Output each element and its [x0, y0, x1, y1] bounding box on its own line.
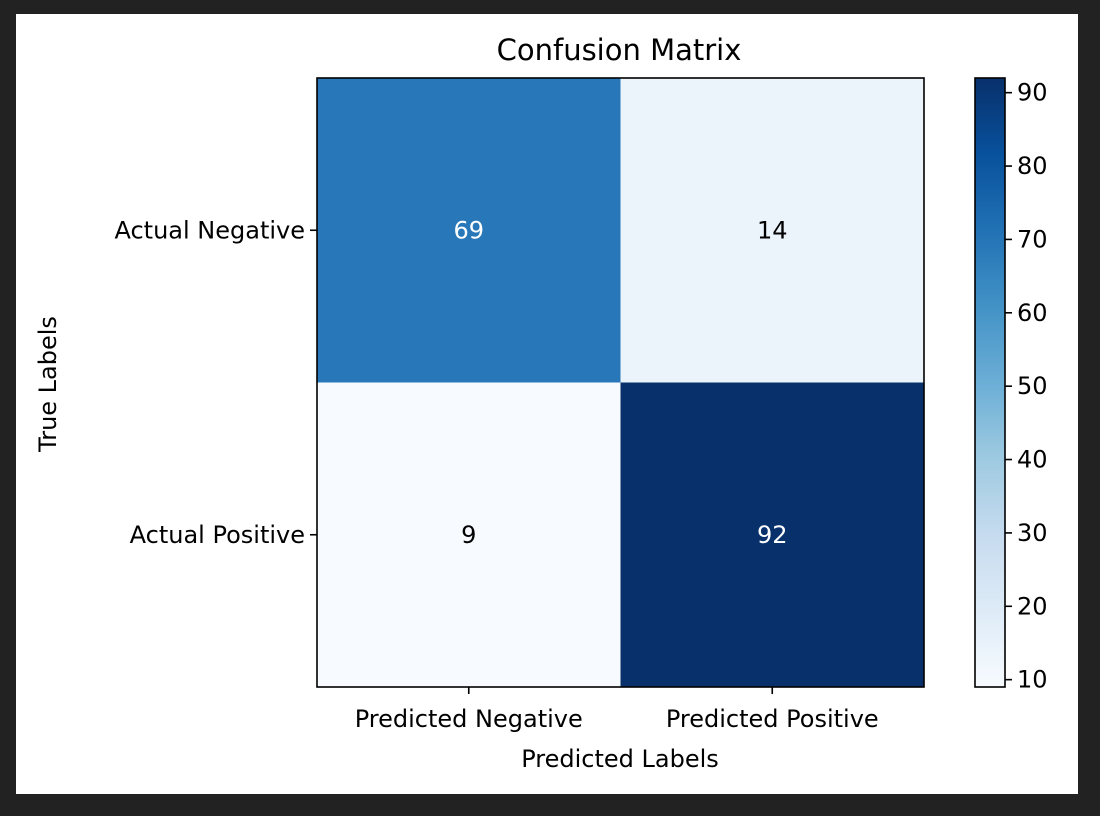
- x-axis-ticks: Predicted Negative Predicted Positive: [355, 687, 879, 733]
- colorbar: 10 20 30 40 50 60 70 80 90: [974, 77, 1048, 694]
- heatmap-cell: [620, 78, 925, 383]
- plot-frame: [316, 77, 925, 688]
- colorbar-ticks: 10 20 30 40 50 60 70 80 90: [1005, 79, 1048, 694]
- figure: Confusion Matrix 69 14 9 92 Actual Negative…: [16, 14, 1078, 794]
- colorbar-tick-label: 60: [1017, 299, 1048, 327]
- cell-value-label: 92: [757, 521, 788, 549]
- colorbar-gradient: [974, 77, 1006, 688]
- colorbar-tick-label: 70: [1017, 225, 1048, 253]
- colorbar-tick-label: 50: [1017, 372, 1048, 400]
- x-tick-label: Predicted Positive: [666, 705, 879, 733]
- heatmap-cell: [317, 78, 621, 383]
- colorbar-tick-label: 90: [1017, 79, 1048, 107]
- cell-value-label: 14: [757, 216, 788, 244]
- cell-value-label: 9: [461, 521, 476, 549]
- heatmap-cell: [620, 382, 925, 688]
- y-axis-ticks: Actual Negative Actual Positive: [114, 216, 317, 549]
- colorbar-tick-label: 80: [1017, 152, 1048, 180]
- y-axis-label: True Labels: [34, 316, 62, 453]
- x-tick-label: Predicted Negative: [355, 705, 583, 733]
- y-tick-label: Actual Negative: [114, 216, 305, 244]
- heatmap-cells: 69 14 9 92: [317, 78, 925, 688]
- y-tick-label: Actual Positive: [130, 521, 305, 549]
- x-axis-label: Predicted Labels: [521, 745, 719, 773]
- colorbar-tick-label: 10: [1017, 666, 1048, 694]
- heatmap-cell: [317, 382, 621, 688]
- confusion-matrix-chart: Confusion Matrix 69 14 9 92 Actual Negative…: [34, 33, 1048, 773]
- colorbar-tick-label: 30: [1017, 519, 1048, 547]
- colorbar-tick-label: 40: [1017, 446, 1048, 474]
- colorbar-tick-label: 20: [1017, 592, 1048, 620]
- cell-value-label: 69: [453, 216, 484, 244]
- chart-title: Confusion Matrix: [497, 33, 742, 67]
